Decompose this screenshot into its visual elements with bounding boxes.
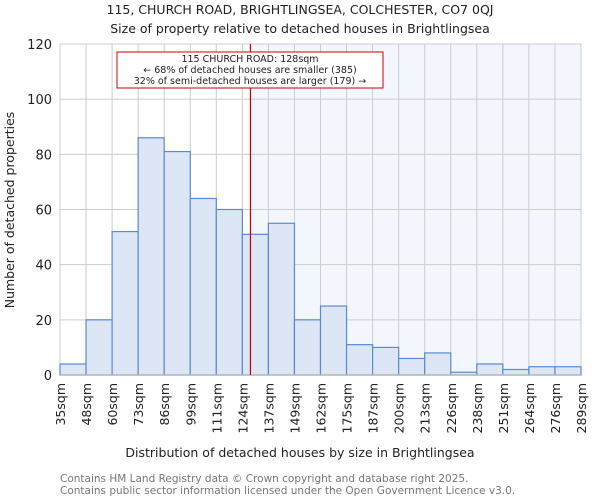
y-tick-label: 0 [44, 369, 52, 384]
x-tick-label: 175sqm [340, 383, 355, 433]
x-tick-label: 99sqm [183, 383, 198, 426]
histogram-bar [293, 319, 322, 376]
x-tick-label: 111sqm [209, 383, 224, 433]
x-tick-label: 289sqm [574, 383, 589, 433]
histogram-bar [502, 368, 530, 376]
histogram-bar [372, 346, 400, 376]
histogram-bar [267, 222, 296, 376]
x-tick-label: 162sqm [314, 383, 329, 433]
x-tick-label: 264sqm [522, 383, 537, 433]
histogram-bar [215, 208, 243, 376]
x-tick-label: 149sqm [287, 383, 302, 433]
annotation-line-2: ← 68% of detached houses are smaller (38… [143, 65, 356, 76]
histogram-bar [163, 150, 191, 376]
x-tick-label: 60sqm [105, 383, 120, 426]
histogram-bar [476, 363, 504, 376]
histogram-bar [241, 233, 270, 376]
y-axis-label: Number of detached properties [2, 112, 17, 309]
y-tick-label: 60 [35, 204, 52, 219]
annotation-line-1: 115 CHURCH ROAD: 128sqm [181, 54, 318, 65]
histogram-bar [398, 357, 426, 376]
x-tick-label: 187sqm [366, 383, 381, 433]
y-tick-label: 100 [27, 93, 52, 108]
x-tick-label: 200sqm [392, 383, 407, 433]
histogram-bar [111, 230, 139, 376]
x-tick-label: 48sqm [79, 383, 94, 426]
histogram-bar [189, 197, 217, 376]
histogram-bar [424, 352, 452, 376]
histogram-bar [319, 305, 348, 376]
x-tick-label: 251sqm [496, 383, 511, 433]
chart-title: 115, CHURCH ROAD, BRIGHTLINGSEA, COLCHES… [107, 2, 494, 17]
x-tick-label: 213sqm [418, 383, 433, 433]
histogram-bar [59, 363, 87, 376]
chart-subtitle: Size of property relative to detached ho… [110, 21, 490, 36]
x-tick-label: 124sqm [235, 383, 250, 433]
x-tick-label: 35sqm [53, 383, 68, 426]
x-tick-label: 137sqm [261, 383, 276, 433]
histogram-bar [554, 366, 582, 376]
y-tick-label: 40 [35, 259, 52, 274]
y-tick-label: 20 [35, 314, 52, 329]
histogram-bar [85, 319, 113, 376]
y-tick-label: 80 [35, 148, 52, 163]
footer-line-2: Contains public sector information licen… [60, 485, 515, 497]
x-tick-label: 226sqm [444, 383, 459, 433]
annotation-line-3: 32% of semi-detached houses are larger (… [134, 76, 367, 87]
y-tick-label: 120 [27, 38, 52, 53]
x-tick-label: 238sqm [470, 383, 485, 433]
footer-line-1: Contains HM Land Registry data © Crown c… [60, 473, 468, 485]
x-tick-label: 86sqm [157, 383, 172, 426]
x-tick-label: 276sqm [548, 383, 563, 433]
histogram-bar [345, 344, 374, 376]
histogram-bar [528, 366, 556, 376]
annotation-box [116, 51, 384, 89]
histogram-bar [137, 137, 165, 376]
x-tick-label: 73sqm [131, 383, 146, 426]
x-axis-label: Distribution of detached houses by size … [125, 445, 474, 460]
